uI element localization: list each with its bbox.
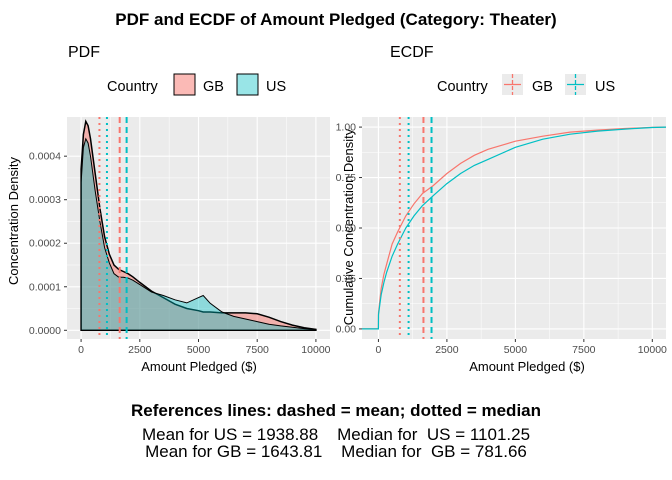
pdf-panel-title: PDF [68, 44, 100, 61]
footer-caption: References lines: dashed = mean; dotted … [131, 401, 541, 420]
pdf-legend-key-us [236, 73, 259, 96]
pdf-y-tick-label: 0.0003 [29, 194, 61, 206]
pdf-x-tick-label: 10000 [301, 344, 330, 356]
ecdf-panel-title: ECDF [390, 44, 434, 61]
pdf-x-tick-label: 7500 [246, 344, 270, 356]
pdf-legend-label-us: US [266, 79, 286, 95]
pdf-plot-area [80, 117, 317, 339]
ecdf-legend: Country GB US [437, 74, 615, 95]
ecdf-x-axis-label: Amount Pledged ($) [469, 359, 585, 374]
pdf-y-tick-label: 0.0001 [29, 281, 61, 293]
ecdf-x-tick-label: 10000 [638, 344, 667, 356]
footer-line-2: Mean for GB = 1643.81 Median for GB = 78… [145, 442, 527, 461]
ecdf-y-tick-label: 0.25 [336, 273, 357, 285]
figure-title: PDF and ECDF of Amount Pledged (Category… [115, 10, 556, 29]
pdf-y-tick-label: 0.0004 [29, 151, 61, 163]
ecdf-legend-label-us: US [595, 79, 615, 95]
ecdf-y-tick-label: 0.75 [336, 172, 357, 184]
ecdf-legend-label-gb: GB [532, 79, 553, 95]
ecdf-legend-title: Country [437, 79, 489, 95]
pdf-x-axis-label: Amount Pledged ($) [141, 359, 257, 374]
pdf-panel: PDF Country GB US Amount Pledged ($) Con… [6, 44, 331, 374]
pdf-density-gb [80, 119, 317, 332]
pdf-legend-title: Country [107, 79, 159, 95]
ecdf-x-tick-label: 2500 [435, 344, 459, 356]
pdf-legend-label-gb: GB [203, 79, 224, 95]
footer: References lines: dashed = mean; dotted … [131, 401, 541, 461]
ecdf-x-tick-label: 0 [376, 344, 382, 356]
footer-line-1: Mean for US = 1938.88 Median for US = 11… [142, 425, 530, 444]
ecdf-ecdf-line-gb [362, 126, 666, 330]
pdf-y-tick-label: 0.0000 [29, 325, 61, 337]
pdf-y-axis-label: Concentration Density [6, 157, 21, 285]
pdf-y-tick-label: 0.0002 [29, 238, 61, 250]
pdf-legend-key-gb [173, 73, 196, 96]
pdf-x-tick-label: 0 [78, 344, 84, 356]
ecdf-y-axis-label: Cumulative Concentration Density [341, 128, 356, 325]
pdf-x-tick-label: 2500 [128, 344, 152, 356]
ecdf-y-tick-label: 0.50 [336, 223, 357, 235]
ecdf-x-tick-label: 5000 [504, 344, 528, 356]
ecdf-plot-area [362, 117, 666, 339]
ecdf-x-tick-label: 7500 [572, 344, 596, 356]
ecdf-y-tick-label: 1.00 [336, 122, 357, 134]
pdf-legend: Country GB US [107, 73, 286, 96]
ecdf-y-tick-label: 0.00 [336, 323, 357, 335]
pdf-density-us [80, 137, 317, 331]
ecdf-ecdf-line-us [362, 126, 666, 330]
pdf-x-tick-label: 5000 [187, 344, 211, 356]
ecdf-panel: ECDF Country GB US Amount Pledged ($) Cu… [336, 44, 668, 374]
